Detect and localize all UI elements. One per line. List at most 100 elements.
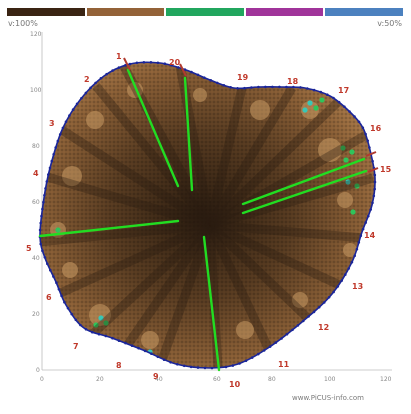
sound-spot (349, 149, 355, 155)
outline-point (48, 166, 52, 170)
sound-spot (55, 227, 61, 233)
outline-point (40, 214, 43, 218)
x-tick-120: 120 (380, 376, 392, 383)
sensor-label-1: 1 (116, 52, 122, 61)
sound-spot (93, 322, 99, 328)
light-spot (301, 101, 319, 119)
outline-point (128, 62, 132, 66)
outline-point (149, 61, 153, 64)
outline-point (353, 254, 357, 258)
sensor-pin (123, 57, 131, 71)
outline-point (58, 133, 62, 136)
outline-point (71, 108, 75, 111)
outline-point (372, 194, 376, 198)
outline-point (209, 79, 213, 82)
outline-point (135, 61, 139, 65)
outline-point (337, 100, 341, 104)
outline-point (357, 241, 361, 244)
outline-point (312, 310, 316, 314)
shadow-ray (92, 83, 214, 228)
outline-point (371, 159, 374, 163)
outline-point (203, 76, 206, 79)
outline-point (264, 85, 267, 89)
shadow-ray (208, 173, 375, 230)
sound-spot (307, 100, 313, 106)
outline-point (170, 64, 173, 67)
sensor-pin (179, 63, 187, 77)
measurement-path (183, 76, 194, 192)
outline-point (50, 159, 54, 163)
sensor-label-6: 6 (46, 293, 52, 302)
outline-point (94, 81, 97, 85)
outline-point (231, 364, 235, 367)
outline-point (361, 227, 365, 231)
outline-point (257, 85, 260, 89)
outline-point (190, 70, 193, 74)
outline-point (41, 249, 44, 252)
outline-point (189, 365, 193, 369)
outline-point (350, 260, 354, 264)
sound-spot (313, 105, 319, 111)
outline-point (74, 318, 78, 322)
outline-point (291, 328, 294, 332)
outline-point (364, 132, 367, 136)
outline-point (124, 63, 127, 67)
shadow-ray (116, 222, 214, 359)
outline-point (327, 296, 331, 299)
light-spot (343, 243, 357, 257)
outline-point (39, 242, 42, 246)
outline-point (348, 110, 351, 113)
outline-point (80, 97, 83, 100)
outline-point (43, 255, 47, 259)
outline-point (296, 324, 300, 327)
legend-swatch-2 (166, 8, 244, 16)
sound-spot (98, 315, 104, 321)
outline-point (224, 365, 228, 369)
sound-spot (103, 320, 109, 326)
shadow-ray (206, 96, 344, 229)
light-spot (250, 100, 270, 120)
shadow-ray (39, 220, 211, 247)
outline-point (271, 85, 274, 89)
light-spot (193, 88, 207, 102)
light-spot (337, 192, 353, 208)
outline-point (49, 268, 52, 272)
outline-point (130, 344, 134, 348)
outline-point (244, 359, 248, 363)
outline-point (369, 208, 373, 211)
outline-point (63, 300, 66, 304)
outline-point (302, 319, 305, 323)
outline-point (353, 115, 356, 118)
sensor-label-7: 7 (73, 342, 79, 351)
light-spot (62, 262, 78, 278)
outline-point (222, 84, 226, 87)
sound-spot (340, 145, 346, 151)
outline-point (41, 207, 44, 211)
outline-point (143, 349, 147, 353)
outline-point (274, 341, 278, 344)
sound-spot (343, 157, 349, 163)
outline-point (229, 86, 232, 89)
shadow-ray (205, 86, 247, 227)
outline-point (299, 86, 302, 89)
x-tick-80: 80 (268, 376, 276, 383)
outline-point (111, 69, 114, 72)
y-tick-120: 120 (30, 31, 42, 38)
watermark: www.PiCUS-info.com (292, 394, 364, 402)
outline-point (238, 362, 241, 365)
shadow-ray (42, 171, 212, 230)
outline-point (216, 81, 219, 85)
outline-point (317, 305, 321, 309)
outline-point (56, 139, 60, 143)
outline-point (64, 120, 68, 123)
outline-point (117, 66, 121, 69)
outline-point (332, 290, 335, 294)
outline-point (367, 214, 370, 218)
x-tick-40: 40 (155, 376, 163, 383)
outline-point (104, 334, 108, 338)
outline-point (243, 86, 246, 90)
sound-spot (354, 183, 360, 189)
sound-spot (302, 107, 308, 113)
